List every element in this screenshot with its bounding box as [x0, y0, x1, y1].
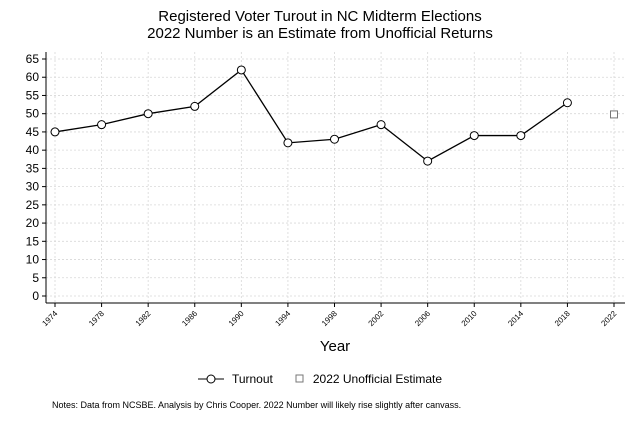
- x-tick-label: 2014: [506, 309, 525, 328]
- estimate-point: [610, 110, 618, 119]
- turnout-point: [423, 156, 433, 166]
- x-tick-label: 2002: [367, 309, 386, 328]
- y-tick-label: 10: [26, 253, 40, 267]
- x-tick-label: 1974: [40, 309, 59, 328]
- y-axis-ticks: 0 5 10 15 20 25 30 35 40 45 50 55 60 65: [26, 52, 46, 303]
- y-tick-label: 0: [32, 289, 39, 303]
- y-tick-label: 30: [26, 180, 40, 194]
- turnout-point: [97, 120, 107, 130]
- chart-notes: Notes: Data from NCSBE. Analysis by Chri…: [52, 400, 462, 410]
- y-tick-label: 65: [26, 52, 40, 66]
- x-tick-label: 1978: [87, 309, 106, 328]
- turnout-point: [143, 109, 153, 119]
- legend-label-estimate: 2022 Unofficial Estimate: [312, 372, 443, 386]
- x-tick-label: 1998: [320, 309, 339, 328]
- turnout-point: [562, 98, 572, 108]
- legend: Turnout 2022 Unofficial Estimate: [0, 372, 640, 386]
- turnout-point: [330, 134, 339, 144]
- turnout-point: [376, 120, 386, 130]
- turnout-line: [54, 68, 568, 162]
- x-tick-label: 1994: [273, 309, 292, 328]
- turnout-points: [50, 65, 572, 166]
- grid-lines: [46, 52, 625, 303]
- chart-title: Registered Voter Turout in NC Midterm El…: [158, 8, 482, 25]
- y-tick-label: 60: [26, 70, 40, 84]
- y-tick-label: 55: [26, 88, 40, 102]
- turnout-point: [50, 127, 60, 137]
- y-tick-label: 5: [32, 271, 39, 285]
- turnout-series: [54, 68, 568, 162]
- x-tick-label: 2018: [553, 309, 572, 328]
- x-tick-label: 2022: [599, 309, 618, 328]
- chart-subtitle: 2022 Number is an Estimate from Unoffici…: [147, 25, 493, 42]
- estimate-points: [610, 110, 618, 119]
- turnout-point: [516, 131, 526, 141]
- x-axis-ticks: 1974 1978 1982 1986 1990 1994 1998 2002 2006 2010…: [40, 303, 619, 328]
- turnout-point: [190, 101, 200, 111]
- legend-item-estimate: 2022 Unofficial Estimate: [295, 372, 442, 386]
- x-tick-label: 1986: [180, 309, 199, 328]
- circle-marker-icon: [197, 374, 224, 384]
- legend-label-turnout: Turnout: [231, 372, 273, 386]
- y-tick-label: 25: [26, 198, 40, 212]
- x-tick-label: 2006: [413, 309, 432, 328]
- y-tick-label: 35: [26, 161, 40, 175]
- x-tick-label: 1982: [134, 309, 153, 328]
- y-tick-label: 40: [26, 143, 40, 157]
- y-tick-label: 15: [26, 234, 40, 248]
- turnout-point: [469, 131, 479, 141]
- x-tick-label: 1990: [227, 309, 246, 328]
- square-marker-icon: [295, 374, 304, 383]
- turnout-point: [283, 138, 293, 148]
- y-tick-label: 50: [26, 107, 40, 121]
- y-tick-label: 20: [26, 216, 40, 230]
- x-axis-label: Year: [319, 338, 351, 355]
- y-tick-label: 45: [26, 125, 40, 139]
- legend-item-turnout: Turnout: [197, 372, 273, 386]
- x-tick-label: 2010: [460, 309, 479, 328]
- turnout-point: [236, 65, 246, 75]
